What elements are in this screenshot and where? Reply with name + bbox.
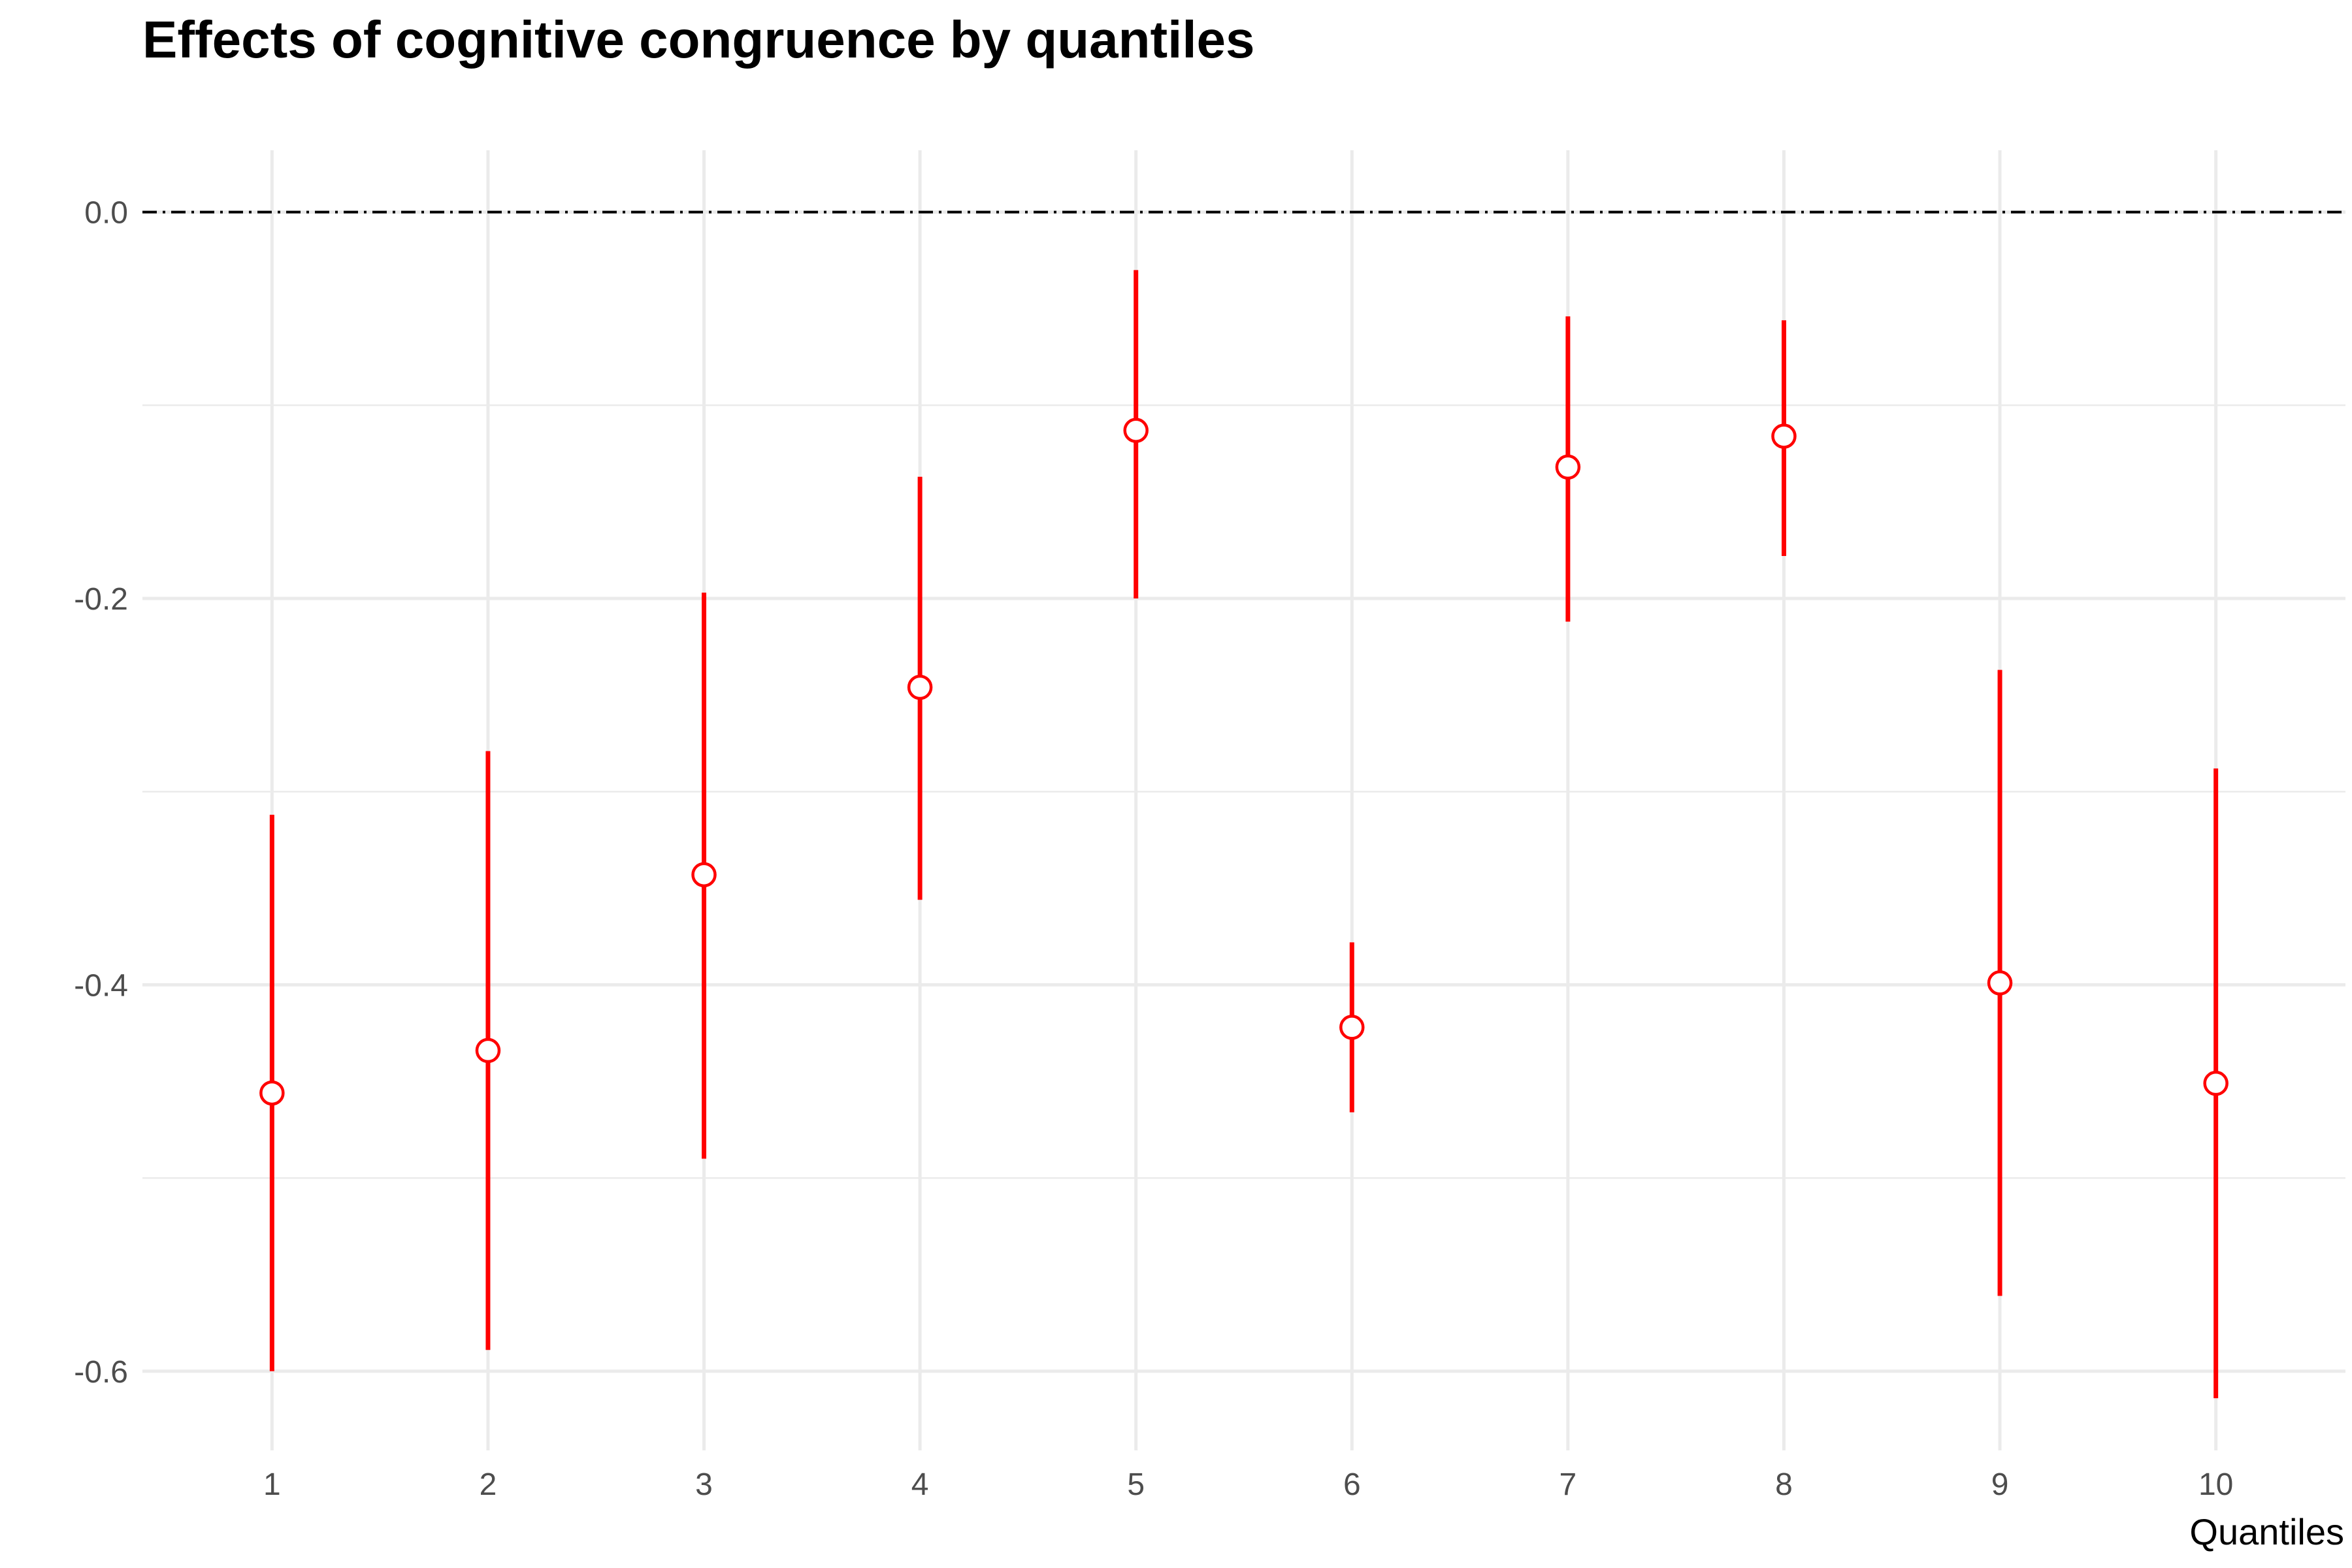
data-point	[1555, 454, 1581, 480]
x-tick-label: 1	[263, 1467, 281, 1502]
x-tick-label: 9	[1991, 1467, 2009, 1502]
y-axis-ticks: 0.0 -0.2 -0.4 -0.6	[74, 196, 128, 1390]
data-point	[691, 862, 717, 888]
y-tick-label: 0.0	[84, 196, 128, 231]
grid-major	[142, 150, 2345, 1450]
y-tick-label: -0.6	[74, 1355, 128, 1390]
x-axis-ticks: 1 2 3 4 5 6 7 8 9 10	[263, 1467, 2233, 1502]
x-tick-label: 3	[695, 1467, 713, 1502]
x-axis-label: Quantiles	[2189, 1511, 2344, 1552]
x-tick-label: 2	[480, 1467, 497, 1502]
x-tick-label: 8	[1775, 1467, 1793, 1502]
y-tick-label: -0.2	[74, 582, 128, 617]
data-point	[1987, 970, 2013, 996]
grid-minor	[142, 404, 2345, 1179]
y-tick-label: -0.4	[74, 968, 128, 1003]
errorbars	[269, 270, 2219, 1399]
x-tick-label: 5	[1127, 1467, 1145, 1502]
data-point	[907, 674, 933, 700]
data-point	[1339, 1015, 1365, 1040]
x-tick-label: 7	[1560, 1467, 1577, 1502]
x-tick-label: 4	[911, 1467, 929, 1502]
data-point	[2203, 1070, 2229, 1096]
data-point	[259, 1080, 285, 1106]
x-tick-label: 10	[2198, 1467, 2233, 1502]
chart-title: Effects of cognitive congruence by quant…	[142, 10, 1255, 69]
data-point	[1771, 423, 1797, 449]
data-point	[1123, 417, 1149, 444]
points	[259, 417, 2229, 1106]
x-tick-label: 6	[1343, 1467, 1361, 1502]
data-point	[475, 1037, 501, 1064]
